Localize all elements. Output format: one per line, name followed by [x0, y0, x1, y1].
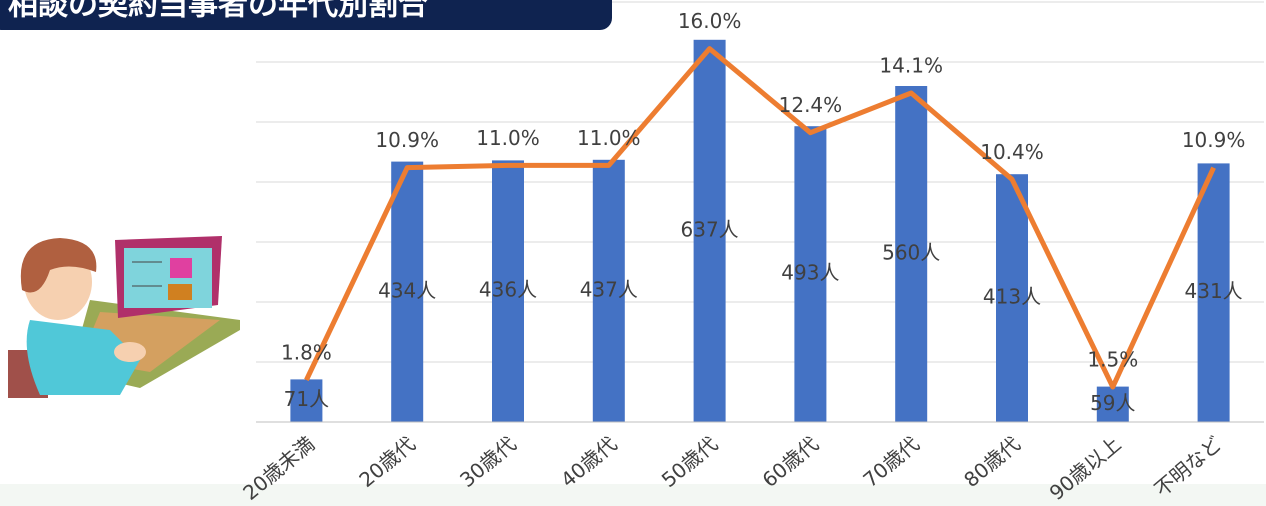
line-value-label: 14.1%: [879, 54, 943, 78]
bar-value-label: 493人: [781, 261, 839, 285]
line-value-label: 1.5%: [1087, 348, 1138, 372]
chart-title: 相談の契約当事者の年代別割合: [8, 0, 428, 23]
line-value-label: 10.4%: [980, 140, 1044, 164]
bar-value-label: 560人: [882, 241, 940, 265]
bar-value-label: 637人: [681, 217, 739, 241]
x-tick-label: 60歳代: [758, 432, 824, 492]
line-value-label: 16.0%: [678, 9, 742, 33]
bar-value-label: 436人: [479, 278, 537, 302]
bar-value-label: 431人: [1185, 279, 1243, 303]
x-tick-label: 40歳代: [556, 432, 622, 492]
x-tick-label: 80歳代: [959, 432, 1025, 492]
x-tick-label: 50歳代: [657, 432, 723, 492]
line: [306, 49, 1213, 387]
line-value-label: 1.8%: [281, 341, 332, 365]
x-tick-label: 20歳代: [354, 432, 420, 492]
line-value-label: 11.0%: [577, 126, 641, 150]
line-value-label: 12.4%: [779, 93, 843, 117]
line-value-label: 11.0%: [476, 126, 540, 150]
bar-value-label: 59人: [1090, 391, 1135, 415]
line-value-label: 10.9%: [1182, 128, 1246, 152]
chart: 相談の契約当事者の年代別割合 20歳未満20歳代30歳代40歳代50歳代60歳代…: [0, 0, 1266, 506]
bar-value-label: 71人: [284, 387, 329, 411]
line-value-label: 10.9%: [375, 128, 439, 152]
x-tick-label: 70歳代: [858, 432, 924, 492]
bar-value-label: 437人: [580, 277, 638, 301]
illustration: [8, 236, 240, 398]
x-tick-label: 30歳代: [455, 432, 521, 492]
bar-value-label: 434人: [378, 278, 436, 302]
bar-value-label: 413人: [983, 285, 1041, 309]
